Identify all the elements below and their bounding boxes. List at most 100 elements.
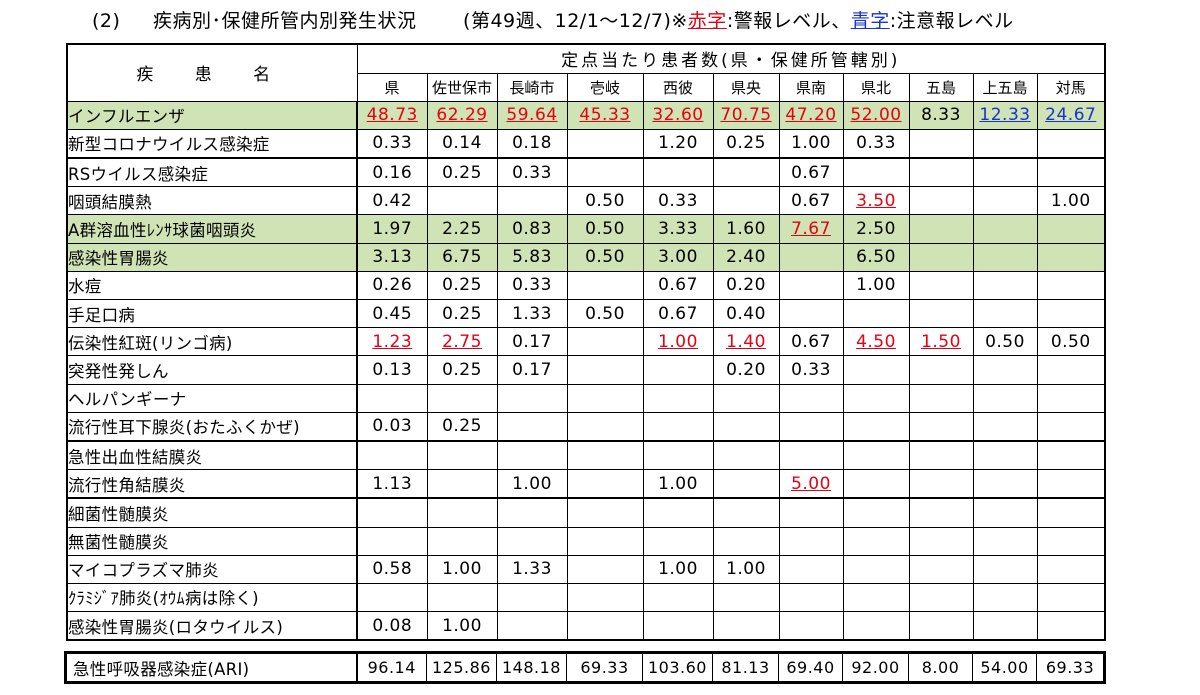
value-text: 1.00 (512, 473, 552, 494)
value-text: 0.14 (442, 133, 482, 154)
value-text: 62.29 (436, 105, 488, 126)
value-cell (566, 383, 644, 413)
value-cell: 0.17 (496, 355, 568, 385)
value-cell: 0.25 (712, 128, 780, 159)
value-cell (1036, 214, 1106, 244)
value-text: 5.00 (791, 473, 831, 494)
value-cell: 3.00 (642, 242, 714, 272)
value-cell (972, 526, 1038, 556)
disease-name: 水痘 (66, 270, 358, 301)
value-cell (908, 526, 974, 556)
value-text: 0.67 (658, 275, 698, 296)
value-text: 0.33 (791, 359, 831, 380)
value-cell: 1.00 (1036, 186, 1106, 216)
value-cell (842, 554, 910, 584)
value-cell: 0.33 (778, 355, 844, 385)
value-cell: 6.75 (426, 242, 498, 272)
value-cell (972, 497, 1038, 528)
value-cell: 2.50 (842, 214, 910, 244)
region-header: 県北 (842, 72, 910, 102)
value-text: 0.25 (442, 359, 482, 380)
value-text: 1.00 (658, 331, 698, 352)
value-cell (778, 411, 844, 442)
value-cell (712, 526, 780, 556)
value-cell (712, 469, 780, 499)
value-cell: 1.00 (778, 128, 844, 159)
value-cell: 3.33 (642, 214, 714, 244)
value-cell (1036, 298, 1106, 329)
value-cell: 7.67 (778, 214, 844, 244)
value-cell: 48.73 (356, 100, 428, 130)
value-cell (566, 526, 644, 556)
value-cell (972, 128, 1038, 159)
value-cell: 1.00 (642, 554, 714, 584)
value-cell (972, 270, 1038, 301)
disease-name: 突発性発しん (66, 355, 358, 385)
value-cell: 52.00 (842, 100, 910, 130)
value-text: 0.13 (372, 359, 413, 380)
value-cell (908, 411, 974, 442)
value-cell: 0.20 (712, 270, 780, 301)
value-text: 0.50 (585, 247, 625, 268)
disease-name: ｸﾗﾐｼﾞｱ肺炎(ｵｳﾑ病は除く) (66, 582, 358, 613)
value-cell: 0.50 (566, 186, 644, 216)
value-cell (426, 439, 498, 471)
value-cell: 0.42 (356, 186, 428, 216)
value-text: 0.26 (372, 275, 413, 296)
disease-name: RSウイルス感染症 (66, 157, 358, 188)
value-cell: 3.13 (356, 242, 428, 272)
table-row: 手足口病 0.45 0.25 1.33 0.50 0.67 0.40 (66, 298, 1106, 329)
value-text: 1.50 (921, 331, 961, 352)
value-text: 1.00 (1050, 190, 1091, 211)
value-text: 3.33 (658, 219, 698, 240)
value-cell (426, 469, 498, 499)
disease-name: マイコプラズマ肺炎 (66, 554, 358, 584)
value-cell (778, 526, 844, 556)
value-text: 0.50 (1050, 331, 1091, 352)
value-text: 3.50 (856, 190, 896, 211)
value-cell: 5.00 (778, 469, 844, 499)
value-cell (1036, 439, 1106, 471)
value-text: 0.25 (442, 162, 482, 183)
value-cell: 0.33 (642, 186, 714, 216)
value-cell (908, 214, 974, 244)
value-cell (566, 582, 644, 613)
value-text: 6.50 (856, 247, 896, 268)
value-cell: 1.60 (712, 214, 780, 244)
value-cell (778, 582, 844, 613)
value-text: 48.73 (366, 105, 418, 126)
value-text: 0.20 (726, 275, 766, 296)
disease-name: 急性出血性結膜炎 (66, 439, 358, 471)
value-cell (642, 611, 714, 641)
value-cell (496, 411, 568, 442)
value-cell: 1.33 (496, 554, 568, 584)
value-cell (908, 554, 974, 584)
value-cell (356, 439, 428, 471)
region-header: 長崎市 (496, 72, 568, 102)
value-cell (972, 411, 1038, 442)
value-cell (908, 242, 974, 272)
value-cell: 2.75 (426, 327, 498, 357)
value-cell: 1.00 (642, 469, 714, 499)
value-text: 45.33 (579, 105, 631, 126)
value-text: 2.75 (442, 331, 482, 352)
disease-name: A群溶血性ﾚﾝｻ球菌咽頭炎 (66, 214, 358, 244)
value-text: 0.58 (372, 559, 413, 580)
table-row: 流行性耳下腺炎(おたふくかぜ) 0.03 0.25 (66, 411, 1106, 442)
value-cell (712, 611, 780, 641)
value-cell (1036, 383, 1106, 413)
value-cell (496, 383, 568, 413)
value-text: 1.60 (726, 219, 766, 240)
disease-name: 感染性胃腸炎(ロタウイルス) (66, 611, 358, 641)
value-cell: 0.17 (496, 327, 568, 357)
value-cell: 0.25 (426, 298, 498, 329)
value-cell: 1.40 (712, 327, 780, 357)
value-cell: 0.25 (426, 411, 498, 442)
value-cell: 1.00 (842, 270, 910, 301)
value-cell (642, 497, 714, 528)
value-cell (712, 186, 780, 216)
value-cell (908, 157, 974, 188)
value-cell (496, 611, 568, 641)
value-text: 12.33 (979, 105, 1031, 126)
value-cell (972, 214, 1038, 244)
